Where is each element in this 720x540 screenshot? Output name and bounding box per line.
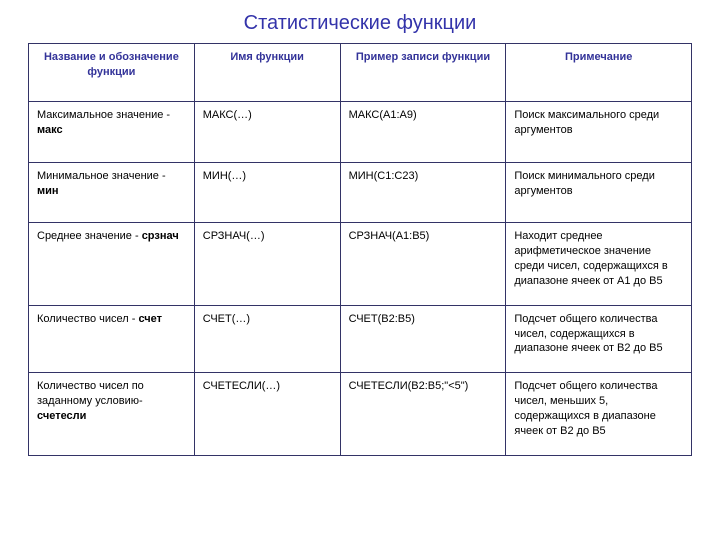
name-prefix: Количество чисел - xyxy=(37,313,138,325)
name-prefix: Максимальное значение - xyxy=(37,109,170,121)
cell-note: Подсчет общего количества чисел, содержа… xyxy=(506,305,692,373)
name-bold: счетесли xyxy=(37,410,86,422)
table-row: Количество чисел - счет СЧЕТ(…) СЧЕТ(В2:… xyxy=(29,305,692,373)
name-bold: макс xyxy=(37,124,63,136)
cell-example: СРЗНАЧ(А1:В5) xyxy=(340,223,506,305)
name-bold: мин xyxy=(37,185,59,197)
cell-fn: СЧЕТ(…) xyxy=(194,305,340,373)
table-header-row: Название и обозначение функции Имя функц… xyxy=(29,44,692,102)
cell-name: Количество чисел по заданному условию- с… xyxy=(29,373,195,455)
table-row: Количество чисел по заданному условию- с… xyxy=(29,373,692,455)
functions-table: Название и обозначение функции Имя функц… xyxy=(28,43,692,456)
col-header-note: Примечание xyxy=(506,44,692,102)
cell-example: МАКС(А1:А9) xyxy=(340,102,506,163)
col-header-name: Название и обозначение функции xyxy=(29,44,195,102)
name-prefix: Количество чисел по заданному условию- xyxy=(37,380,144,407)
name-bold: счет xyxy=(138,313,162,325)
table-row: Максимальное значение - макс МАКС(…) МАК… xyxy=(29,102,692,163)
cell-example: МИН(С1:С23) xyxy=(340,162,506,223)
cell-fn: СЧЕТЕСЛИ(…) xyxy=(194,373,340,455)
cell-fn: МАКС(…) xyxy=(194,102,340,163)
page-title: Статистические функции xyxy=(28,12,692,35)
cell-name: Среднее значение - срзнач xyxy=(29,223,195,305)
cell-note: Поиск минимального среди аргументов xyxy=(506,162,692,223)
cell-fn: МИН(…) xyxy=(194,162,340,223)
table-row: Среднее значение - срзнач СРЗНАЧ(…) СРЗН… xyxy=(29,223,692,305)
cell-name: Количество чисел - счет xyxy=(29,305,195,373)
name-prefix: Среднее значение - xyxy=(37,230,142,242)
name-bold: срзнач xyxy=(142,230,179,242)
cell-name: Минимальное значение - мин xyxy=(29,162,195,223)
col-header-example: Пример записи функции xyxy=(340,44,506,102)
name-prefix: Минимальное значение - xyxy=(37,170,166,182)
cell-note: Поиск максимального среди аргументов xyxy=(506,102,692,163)
col-header-fn: Имя функции xyxy=(194,44,340,102)
cell-example: СЧЕТЕСЛИ(В2:В5;"<5") xyxy=(340,373,506,455)
table-row: Минимальное значение - мин МИН(…) МИН(С1… xyxy=(29,162,692,223)
cell-name: Максимальное значение - макс xyxy=(29,102,195,163)
cell-example: СЧЕТ(В2:В5) xyxy=(340,305,506,373)
cell-fn: СРЗНАЧ(…) xyxy=(194,223,340,305)
cell-note: Подсчет общего количества чисел, меньших… xyxy=(506,373,692,455)
cell-note: Находит среднее арифметическое значение … xyxy=(506,223,692,305)
